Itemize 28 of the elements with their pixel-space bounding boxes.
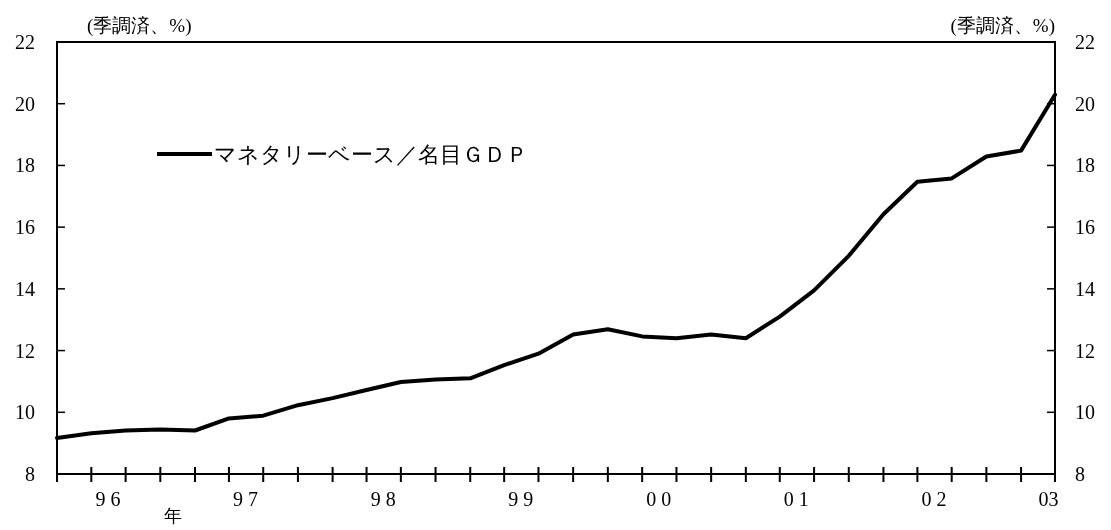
y2-tick-label: 18	[1075, 154, 1095, 177]
y2-tick-label: 16	[1075, 216, 1095, 239]
y2-tick-label: 8	[1075, 463, 1085, 485]
y2-tick-label: 20	[1075, 92, 1095, 115]
y-tick-label: 16	[15, 216, 35, 239]
y-tick-label: 8	[25, 463, 35, 485]
text: 年	[163, 506, 182, 526]
y2-tick-label: 22	[1075, 31, 1095, 53]
y-tick-label: 22	[15, 31, 35, 53]
y2-tick-label: 14	[1075, 277, 1095, 300]
x-tick-label: 0 1	[783, 488, 809, 510]
x-tick-label: 0 0	[646, 488, 672, 510]
x-tick-label: 0 2	[921, 488, 947, 510]
y2-tick-label: 10	[1075, 401, 1095, 424]
y-tick-label: 10	[15, 401, 35, 424]
x-tick-label: 9 9	[508, 488, 534, 510]
x-tick-label: 9 6	[95, 488, 121, 510]
x-tick-label: 03	[1038, 488, 1059, 510]
legend-label: マネタリーベース／名目ＧＤＰ	[214, 142, 528, 167]
x-tick-label: 9 8	[370, 488, 396, 510]
y-axis-title: (季調済、%)	[87, 15, 192, 37]
y-tick-label: 14	[15, 277, 35, 300]
y2-tick-label: 12	[1075, 339, 1095, 362]
y-tick-label: 12	[15, 339, 35, 362]
x-tick-label: 9 7	[233, 488, 259, 510]
y-tick-label: 20	[15, 92, 35, 115]
y-tick-label: 18	[15, 154, 35, 177]
y2-axis-title: (季調済、%)	[950, 15, 1055, 37]
